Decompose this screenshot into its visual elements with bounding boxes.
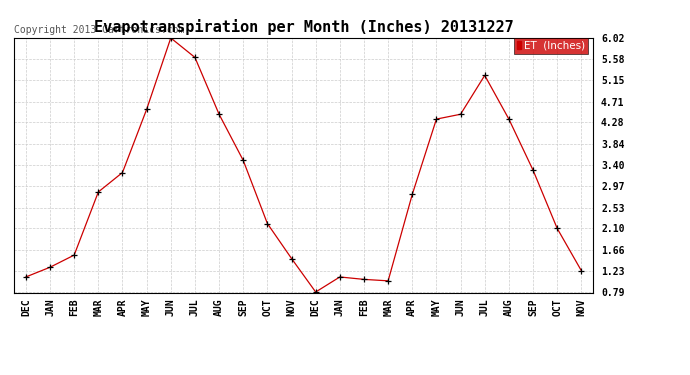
Legend: ET  (Inches): ET (Inches) [513, 38, 588, 54]
Title: Evapotranspiration per Month (Inches) 20131227: Evapotranspiration per Month (Inches) 20… [94, 19, 513, 35]
Text: Copyright 2013 Cartronics.com: Copyright 2013 Cartronics.com [14, 25, 184, 35]
